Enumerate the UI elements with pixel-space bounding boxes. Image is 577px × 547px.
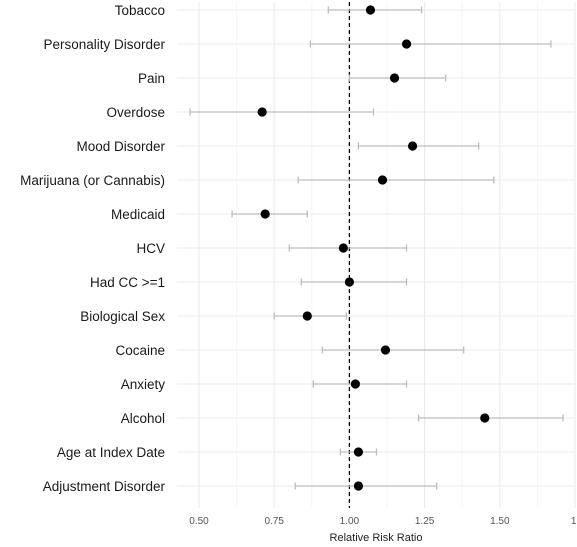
category-label: Marijuana (or Cannabis)	[20, 173, 165, 188]
estimate-point	[260, 209, 270, 219]
x-axis-title: Relative Risk Ratio	[330, 532, 423, 544]
category-labels: Tobacco Personality Disorder Pain Overdose M…	[20, 3, 165, 494]
estimate-point	[344, 277, 354, 287]
x-tick-label: 1.	[571, 516, 577, 527]
category-label: Overdose	[106, 105, 165, 120]
x-axis-ticks: 0.50 0.75 1.00 1.25 1.50 1.	[189, 516, 577, 527]
x-tick-label: 1.25	[415, 516, 435, 527]
estimate-point	[365, 5, 376, 15]
estimate-point	[338, 243, 348, 253]
x-tick-label: 0.75	[264, 516, 284, 527]
confidence-interval	[189, 108, 375, 116]
confidence-interval	[309, 40, 552, 48]
category-label: HCV	[136, 241, 165, 256]
category-label: Anxiety	[121, 377, 166, 392]
confidence-interval	[321, 346, 465, 354]
category-label: Cocaine	[115, 343, 165, 358]
category-label: Biological Sex	[80, 309, 165, 324]
estimate-point	[407, 141, 418, 151]
estimate-point	[302, 311, 312, 321]
estimate-point	[377, 175, 388, 185]
x-tick-label: 0.50	[189, 516, 209, 527]
confidence-interval	[297, 176, 495, 184]
confidence-interval	[417, 414, 564, 422]
estimate-point	[401, 39, 412, 49]
estimate-point	[380, 345, 391, 355]
estimate-point	[389, 73, 400, 83]
category-label: Personality Disorder	[43, 37, 165, 52]
estimate-point	[353, 447, 364, 457]
category-label: Mood Disorder	[76, 139, 165, 154]
category-label: Tobacco	[115, 3, 165, 18]
category-label: Had CC >=1	[90, 275, 165, 290]
estimate-point	[257, 107, 267, 117]
category-label: Adjustment Disorder	[43, 479, 166, 494]
estimate-point	[480, 413, 490, 423]
x-tick-label: 1.50	[490, 516, 510, 527]
estimate-point	[353, 481, 364, 491]
estimate-points	[257, 5, 490, 491]
category-label: Age at Index Date	[57, 445, 165, 460]
category-label: Alcohol	[121, 411, 165, 426]
x-tick-label: 1.00	[340, 516, 360, 527]
category-label: Pain	[138, 71, 165, 86]
category-label: Medicaid	[111, 207, 165, 222]
confidence-interval	[357, 142, 480, 150]
estimate-point	[350, 379, 361, 389]
confidence-interval	[294, 482, 438, 490]
